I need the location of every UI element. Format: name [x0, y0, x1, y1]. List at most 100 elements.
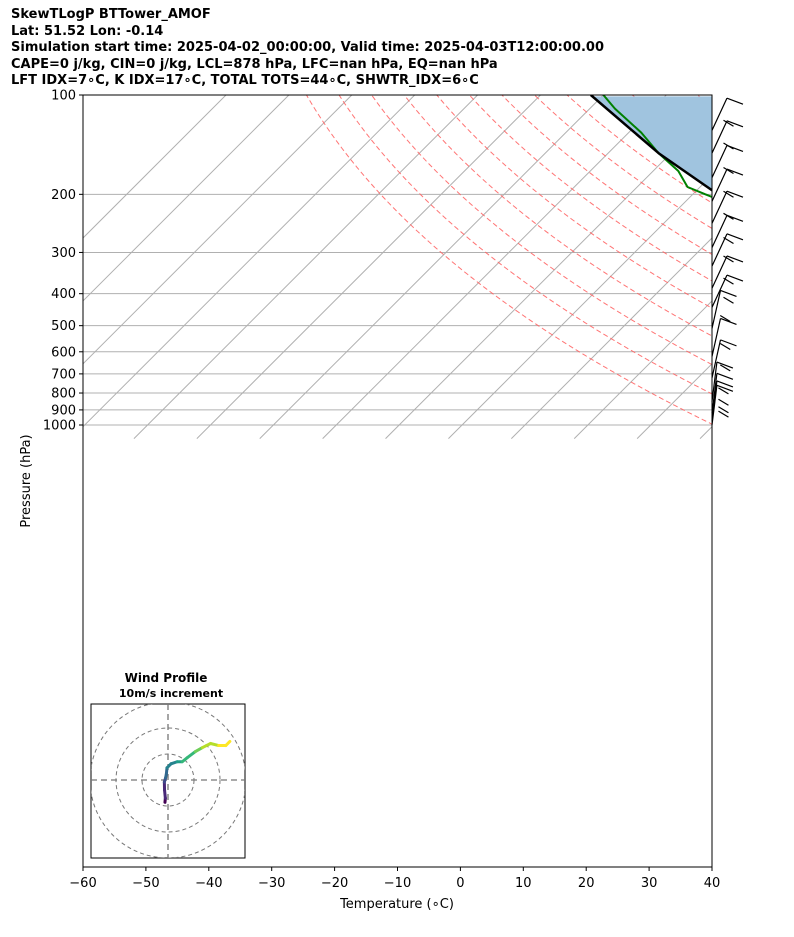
barb-feather — [716, 372, 734, 380]
wind-barb — [711, 97, 744, 131]
dry-adiabat — [371, 95, 712, 366]
isotherm — [83, 95, 353, 365]
wind-barb — [711, 361, 734, 402]
barb-shaft — [711, 339, 722, 379]
y-tick-label: 600 — [51, 345, 76, 360]
isotherm — [763, 95, 794, 439]
barb-shaft — [711, 373, 718, 414]
dry-adiabat — [338, 95, 712, 395]
y-tick-label: 200 — [51, 188, 76, 203]
y-tick-label: 800 — [51, 387, 76, 402]
wind-barb — [711, 339, 737, 379]
barb-feather — [718, 406, 729, 414]
inset-subtitle: 10m/s increment — [119, 687, 223, 700]
barb-feather — [723, 167, 734, 175]
isotherm — [83, 95, 416, 428]
wind-barbs — [711, 97, 744, 426]
chart-header: SkewTLogP BTTower_AMOF Lat: 51.52 Lon: -… — [11, 7, 604, 90]
dry-adiabat — [752, 88, 794, 439]
barb-feather — [716, 384, 734, 392]
hodograph-content — [91, 704, 245, 858]
barb-feather — [726, 233, 744, 241]
barb-shaft — [711, 97, 728, 131]
x-tick-label: 10 — [515, 876, 532, 891]
barb-feather — [720, 289, 737, 298]
inset-title: Wind Profile — [125, 671, 208, 685]
wind-barb — [711, 120, 744, 154]
hodograph-trace — [200, 741, 213, 750]
wind-barb — [711, 190, 744, 224]
x-tick-label: 20 — [578, 876, 595, 891]
barb-feather — [723, 119, 734, 127]
barb-feather — [719, 314, 731, 322]
barb-feather — [716, 361, 734, 369]
y-tick-label: 1000 — [43, 419, 76, 434]
x-tick-label: −50 — [132, 876, 159, 891]
barb-feather — [726, 97, 744, 105]
y-tick-label: 500 — [51, 319, 76, 334]
isotherm — [83, 95, 227, 239]
isotherm — [133, 95, 478, 440]
barb-feather — [719, 342, 731, 350]
dry-adiabat — [403, 95, 712, 337]
chart-title: SkewTLogP BTTower_AMOF — [11, 7, 211, 22]
barb-feather — [718, 398, 729, 406]
isotherm — [196, 95, 541, 440]
x-tick-label: 0 — [456, 876, 464, 891]
axes-layer: −60 −50 −40 −30 −20 −10 0 10 20 30 40 100 200 300 400 5… — [43, 89, 720, 892]
barb-feather — [716, 380, 734, 388]
barb-shaft — [711, 215, 728, 248]
barb-feather — [723, 255, 734, 263]
barb-feather — [726, 255, 744, 263]
barb-shaft — [711, 290, 722, 329]
barb-shaft — [711, 318, 722, 357]
barb-feather — [726, 144, 744, 152]
cape-line: CAPE=0 j/kg, CIN=0 j/kg, LCL=878 hPa, LF… — [11, 56, 498, 72]
y-tick-label: 100 — [51, 89, 76, 104]
wind-barb — [711, 274, 744, 308]
barb-feather — [726, 168, 744, 176]
x-tick-label: −10 — [384, 876, 411, 891]
barb-shaft — [711, 385, 718, 426]
wind-barb — [711, 214, 744, 248]
moist-adiabat — [763, 95, 794, 439]
dry-adiabat — [501, 95, 712, 255]
dry-adiabat — [468, 95, 712, 282]
x-tick-label: −30 — [258, 876, 285, 891]
dry-adiabat — [784, 88, 794, 439]
barb-shaft — [711, 190, 728, 224]
isotherm — [573, 300, 712, 440]
y-tick-label: 300 — [51, 246, 76, 261]
x-tick-label: −60 — [69, 876, 96, 891]
barb-feather — [726, 274, 744, 282]
barb-feather — [726, 190, 744, 198]
x-tick-label: −40 — [195, 876, 222, 891]
isotherm — [83, 95, 290, 302]
dry-adiabat — [436, 95, 712, 309]
x-tick-label: 40 — [704, 876, 721, 891]
index-line: LFT IDX=7∘C, K IDX=17∘C, TOTAL TOTS=44∘C… — [11, 73, 479, 89]
isotherm — [510, 237, 712, 440]
barb-feather — [726, 120, 744, 128]
background-lines — [83, 88, 794, 440]
barb-shaft — [711, 233, 728, 267]
cape-cin-fill — [592, 96, 712, 191]
wind-barb — [711, 233, 744, 267]
barb-shaft — [711, 168, 728, 202]
barb-feather — [720, 317, 737, 326]
barb-feather — [726, 214, 744, 222]
isotherm — [636, 363, 712, 440]
series-layer — [590, 95, 712, 198]
barb-shaft — [711, 120, 728, 154]
dry-adiabat — [305, 95, 712, 425]
y-tick-label: 400 — [51, 287, 76, 302]
wind-barb — [711, 255, 744, 289]
wind-barb — [711, 144, 744, 178]
barb-feather — [718, 387, 729, 395]
barb-feather — [723, 190, 734, 198]
hodograph-trace — [224, 739, 232, 748]
x-tick-label: 30 — [641, 876, 658, 891]
location-line: Lat: 51.52 Lon: -0.14 — [11, 23, 164, 39]
wind-barb — [711, 317, 737, 357]
